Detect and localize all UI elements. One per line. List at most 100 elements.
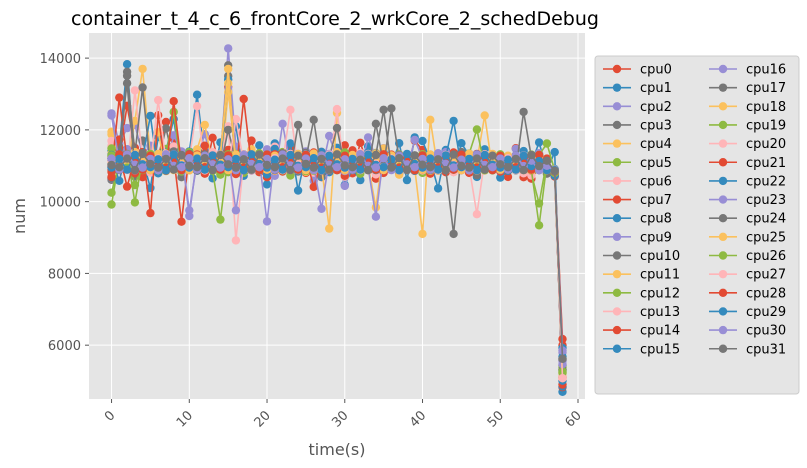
data-point [387, 163, 396, 172]
data-point [410, 163, 419, 172]
data-point [154, 163, 163, 172]
legend-item-cpu12: cpu12 [603, 286, 680, 301]
data-point [146, 111, 155, 121]
data-point [371, 150, 381, 160]
data-point [255, 141, 264, 150]
data-point [192, 90, 202, 99]
legend: cpu0 cpu1 cpu2 cpu3 cpu4 cpu5 cpu6 cpu7 cpu8 cpu9… [594, 55, 800, 395]
chart-title: container_t_4_c_6_frontCore_2_wrkCore_2_… [71, 8, 599, 30]
data-point [177, 163, 186, 172]
legend-swatch-marker [612, 344, 622, 353]
legend-swatch-marker [718, 64, 728, 74]
legend-item-cpu17: cpu17 [709, 81, 786, 96]
data-point [410, 135, 419, 145]
y-tick-label: 10000 [40, 196, 81, 211]
data-point [402, 165, 412, 174]
data-point [224, 64, 233, 74]
data-point [371, 119, 381, 128]
data-point [503, 163, 513, 172]
data-point [154, 95, 163, 105]
legend-item-cpu21: cpu21 [709, 156, 786, 171]
legend-label: cpu23 [746, 193, 786, 208]
data-point [356, 138, 365, 147]
legend-item-cpu19: cpu19 [709, 118, 786, 133]
data-point [496, 173, 505, 182]
data-point [161, 124, 171, 133]
legend-swatch-marker [612, 288, 622, 297]
data-point [115, 176, 124, 185]
data-point [340, 181, 349, 191]
legend-swatch-marker [718, 214, 728, 223]
data-point [387, 104, 396, 113]
data-point [534, 161, 544, 171]
legend-item-cpu27: cpu27 [709, 268, 786, 283]
data-point [441, 165, 450, 175]
data-point [534, 221, 544, 230]
legend-item-cpu23: cpu23 [709, 193, 786, 208]
legend-label: cpu30 [746, 324, 786, 339]
data-point [255, 163, 264, 172]
legend-swatch-marker [612, 176, 622, 186]
data-point [542, 156, 552, 165]
data-point [107, 188, 116, 197]
legend-swatch-marker [718, 83, 728, 92]
legend-label: cpu13 [640, 305, 680, 320]
data-point [115, 163, 124, 172]
data-point [216, 150, 225, 160]
y-axis-title: num [10, 198, 29, 234]
data-point [527, 150, 536, 160]
data-point [363, 165, 373, 175]
legend-item-cpu16: cpu16 [709, 63, 786, 78]
legend-item-cpu7: cpu7 [603, 193, 672, 208]
data-point [449, 150, 458, 159]
legend-label: cpu20 [746, 137, 786, 152]
data-point [270, 155, 279, 164]
legend-swatch-marker [612, 195, 622, 204]
legend-item-cpu26: cpu26 [709, 249, 786, 264]
data-point [480, 111, 489, 120]
data-point [418, 136, 427, 146]
data-point [138, 173, 147, 182]
data-point [169, 165, 178, 174]
legend-swatch-marker [718, 251, 728, 260]
data-point [231, 114, 241, 124]
data-point [224, 125, 233, 135]
legend-swatch-marker [718, 195, 728, 204]
data-point [379, 105, 388, 115]
data-point [200, 165, 209, 174]
data-point [185, 161, 194, 170]
data-point [480, 165, 489, 174]
legend-item-cpu10: cpu10 [603, 249, 680, 264]
legend-swatch-marker [718, 269, 728, 279]
legend-label: cpu21 [746, 156, 786, 171]
legend-item-cpu4: cpu4 [603, 137, 672, 152]
data-point [278, 165, 287, 174]
y-tick-label: 6000 [48, 339, 81, 354]
data-point [519, 151, 528, 160]
legend-label: cpu7 [640, 193, 672, 208]
data-point [325, 151, 334, 160]
data-point [488, 163, 497, 172]
data-point [293, 151, 303, 160]
legend-item-cpu11: cpu11 [603, 268, 680, 283]
data-point [239, 94, 248, 104]
data-point [534, 150, 544, 160]
data-point [371, 163, 381, 172]
legend-item-cpu2: cpu2 [603, 100, 672, 115]
data-point [130, 198, 140, 207]
data-point [122, 59, 132, 69]
data-point [122, 182, 132, 191]
data-point [309, 115, 318, 125]
data-point [558, 354, 567, 363]
data-point [262, 160, 272, 170]
data-point [426, 163, 435, 172]
legend-label: cpu15 [640, 342, 680, 357]
x-axis-title: time(s) [309, 440, 366, 459]
data-point [247, 150, 256, 159]
legend-label: cpu19 [746, 118, 786, 133]
legend-item-cpu20: cpu20 [709, 137, 786, 152]
legend-item-cpu5: cpu5 [603, 156, 672, 171]
data-point [465, 154, 474, 164]
data-point [107, 111, 116, 120]
data-point [449, 163, 458, 172]
